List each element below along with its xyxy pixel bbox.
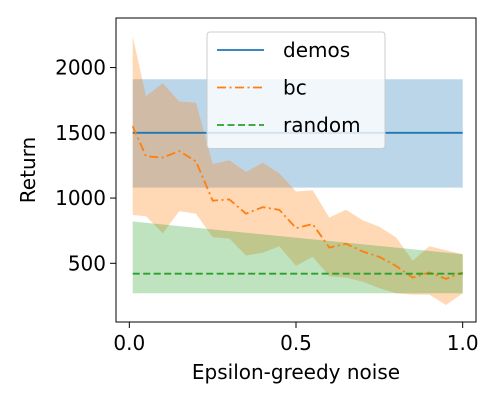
x-tick-label: 0.5: [280, 331, 312, 355]
legend: demos bc random: [206, 31, 386, 149]
x-axis-label: Epsilon-greedy noise: [192, 360, 400, 384]
bc-line: [131, 125, 464, 280]
bc-legend-label: bc: [283, 76, 307, 100]
y-tick-label: 1500: [55, 121, 106, 145]
y-tick-label: 2000: [55, 56, 106, 80]
legend-box: [206, 31, 386, 149]
x-axis: 0.0 0.5 1.0: [113, 322, 479, 355]
y-axis: 500 1000 1500 2000: [55, 56, 116, 275]
x-tick-label: 1.0: [447, 331, 479, 355]
bc-band: [132, 36, 463, 306]
random-band: [132, 221, 463, 294]
random-legend-label: random: [283, 113, 361, 137]
y-axis-label: Return: [16, 137, 40, 203]
x-tick-label: 0.0: [113, 331, 145, 355]
y-tick-label: 1000: [55, 186, 106, 210]
demos-legend-label: demos: [283, 38, 350, 62]
y-tick-label: 500: [68, 251, 106, 275]
